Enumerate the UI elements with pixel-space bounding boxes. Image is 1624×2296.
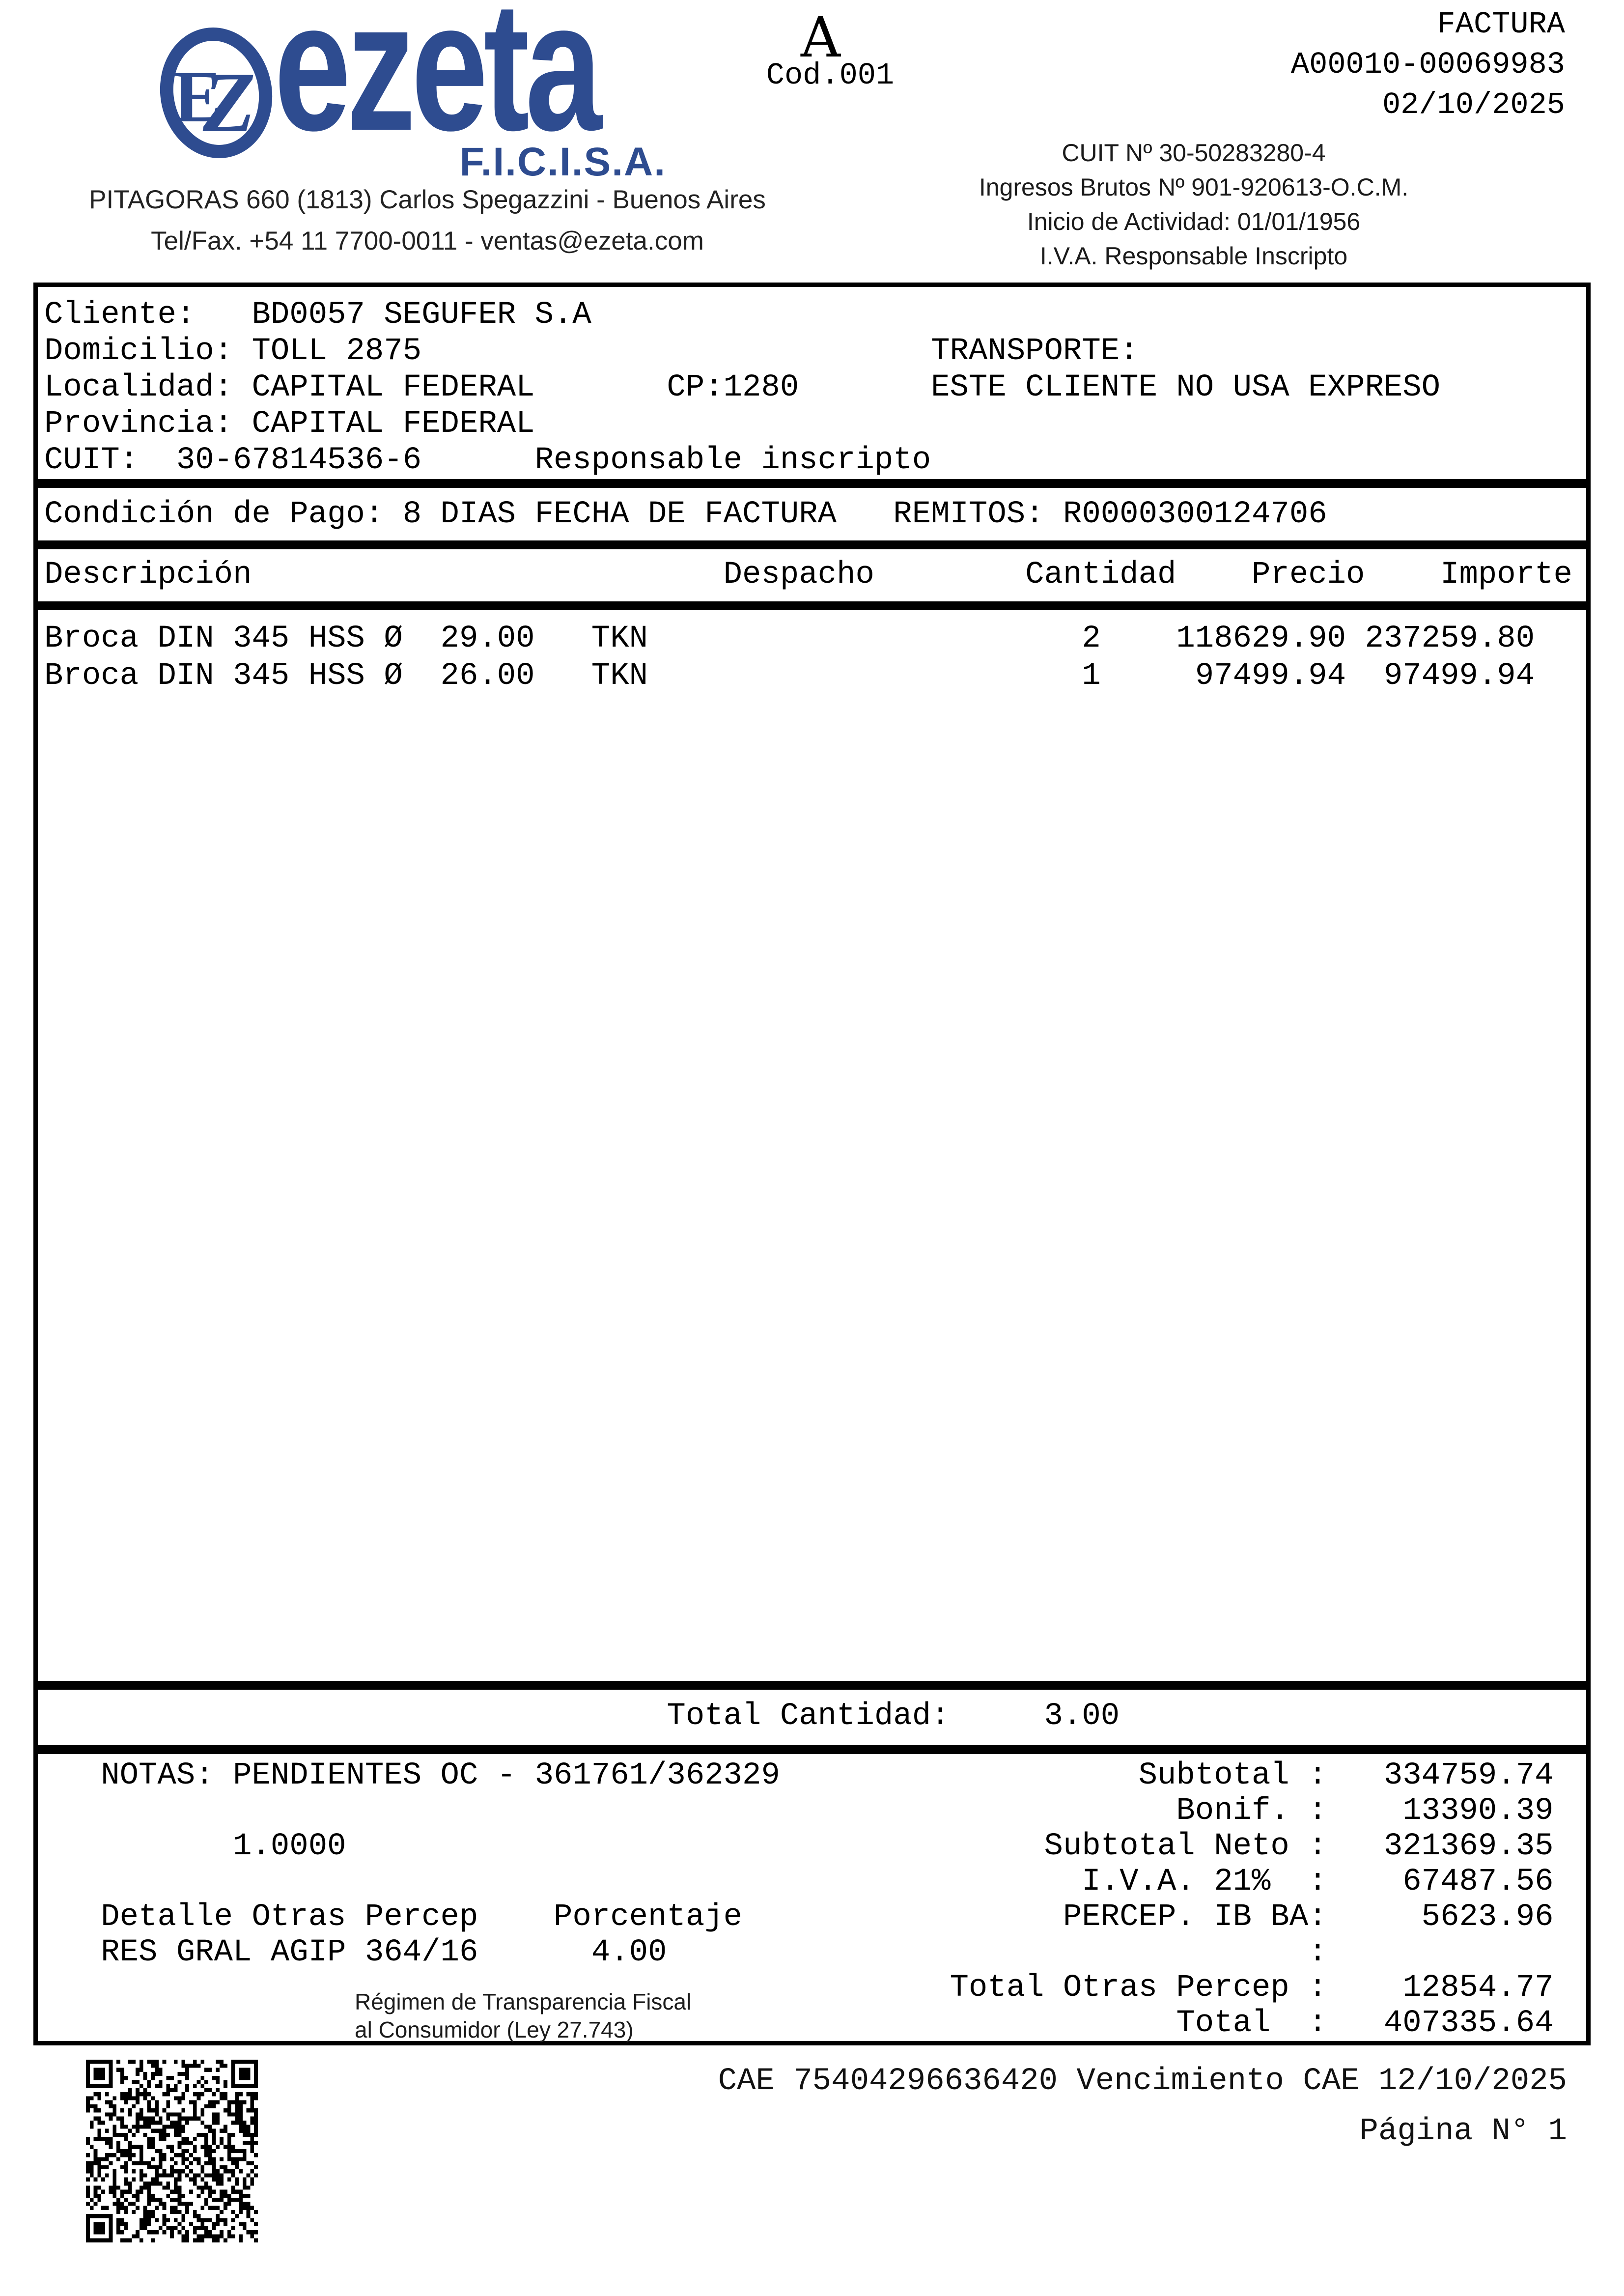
invoice-code: Cod.001 bbox=[766, 58, 895, 93]
page-number: Página N° 1 bbox=[1359, 2114, 1567, 2149]
fiscal-inicio: Inicio de Actividad: 01/01/1956 bbox=[1027, 208, 1361, 235]
fiscal-info: CUIT Nº 30-50283280-4 Ingresos Brutos Nº… bbox=[825, 136, 1562, 273]
items-table-body: Broca DIN 345 HSS Ø 29.00 TKN 2 118629.9… bbox=[33, 606, 1591, 1685]
qr-code-svg bbox=[86, 2060, 258, 2242]
doc-date: 02/10/2025 bbox=[1382, 87, 1565, 122]
logo-subtitle: F.I.C.I.S.A. bbox=[459, 140, 666, 184]
item-rows: Broca DIN 345 HSS Ø 29.00 TKN 2 118629.9… bbox=[44, 621, 1535, 694]
doc-number: A00010-00069983 bbox=[1290, 47, 1565, 82]
client-box: Cliente: BD0057 SEGUFER S.A Domicilio: T… bbox=[33, 283, 1591, 483]
client-info: Cliente: BD0057 SEGUFER S.A Domicilio: T… bbox=[44, 297, 1441, 478]
ezeta-logo-icon: E Z bbox=[160, 28, 273, 158]
summary-box: NOTAS: PENDIENTES OC - 361761/362329 Sub… bbox=[33, 1750, 1591, 2045]
payment-condition: Condición de Pago: 8 DIAS FECHA DE FACTU… bbox=[44, 497, 1327, 532]
qr-code bbox=[86, 2060, 258, 2242]
fiscal-transparency-note: Régimen de Transparencia Fiscal al Consu… bbox=[355, 1989, 692, 2042]
fiscal-cuit: CUIT Nº 30-50283280-4 bbox=[1062, 139, 1326, 167]
invoice-letter: A bbox=[801, 6, 840, 70]
svg-text:E: E bbox=[173, 56, 223, 138]
doc-type-label: FACTURA bbox=[1437, 7, 1565, 42]
header: E Z ezeta F.I.C.I.S.A. PITAGORAS 660 (18… bbox=[0, 0, 1624, 283]
fiscal-iva: I.V.A. Responsable Inscripto bbox=[1039, 242, 1348, 270]
logo-brand-text: ezeta bbox=[274, 0, 602, 169]
payment-condition-box: Condición de Pago: 8 DIAS FECHA DE FACTU… bbox=[33, 483, 1591, 545]
company-address: PITAGORAS 660 (1813) Carlos Spegazzini -… bbox=[89, 185, 766, 214]
items-table-header: Descripción Despacho Cantidad Precio Imp… bbox=[33, 545, 1591, 606]
svg-text:Z: Z bbox=[202, 55, 255, 150]
summary-lines: NOTAS: PENDIENTES OC - 361761/362329 Sub… bbox=[101, 1758, 1554, 2041]
items-column-headers: Descripción Despacho Cantidad Precio Imp… bbox=[44, 557, 1572, 593]
total-quantity: Total Cantidad: 3.00 bbox=[44, 1699, 1120, 1734]
fiscal-iibb: Ingresos Brutos Nº 901-920613-O.C.M. bbox=[979, 173, 1409, 201]
cae-line: CAE 75404296636420 Vencimiento CAE 12/10… bbox=[718, 2064, 1567, 2099]
company-contact: Tel/Fax. +54 11 7700-0011 - ventas@ezeta… bbox=[151, 227, 704, 255]
total-quantity-box: Total Cantidad: 3.00 bbox=[33, 1685, 1591, 1750]
